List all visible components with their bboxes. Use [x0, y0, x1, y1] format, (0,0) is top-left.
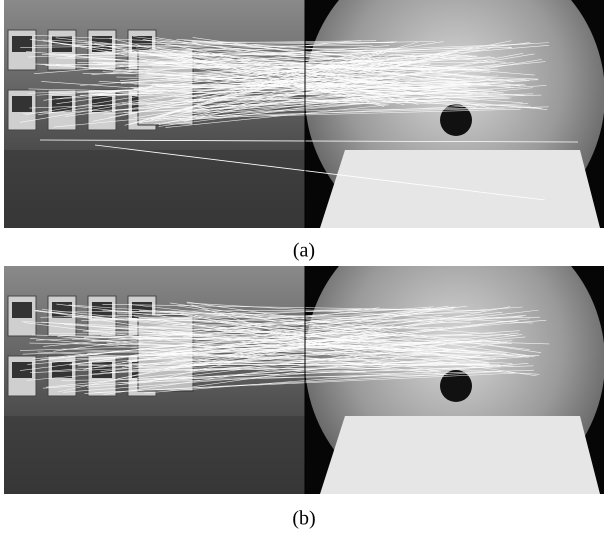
floor: [320, 416, 600, 494]
page: (a) (b) (() => { const data = JSON.parse…: [0, 0, 608, 535]
image-pair: [4, 0, 605, 245]
caption: (a): [293, 240, 315, 262]
floor-left: [4, 150, 305, 228]
floor-left: [4, 416, 305, 494]
poster-image: [12, 36, 32, 52]
poster-image: [12, 96, 32, 112]
figure: (a) (b): [0, 0, 608, 535]
caption: (b): [292, 508, 315, 530]
floor: [320, 150, 600, 228]
poster-image: [12, 302, 32, 318]
poster-image: [52, 302, 72, 318]
